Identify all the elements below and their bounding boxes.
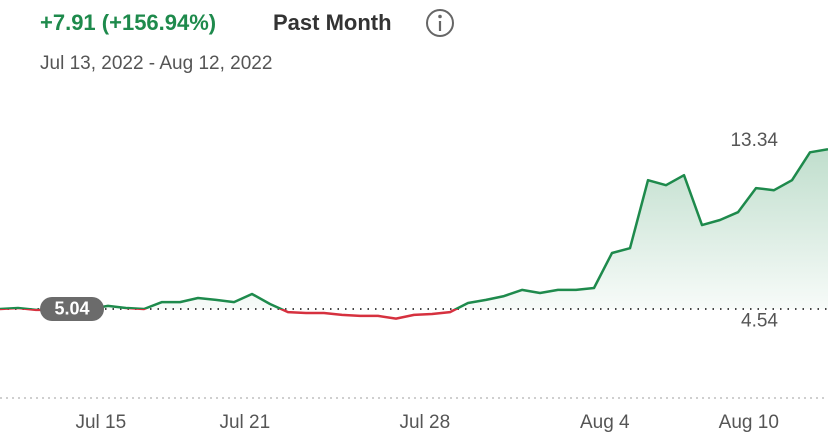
period: Past Month [273,10,392,35]
previous-close-badge [40,296,104,321]
info-icon[interactable] [426,9,454,37]
x-tick-label: Jul 15 [75,412,126,433]
price-line [0,147,828,320]
info-dot[interactable] [438,14,442,19]
previous-close-label: 5.04 [54,299,89,319]
x-tick-label: Jul 21 [219,412,270,433]
x-tick-label: Jul 28 [399,412,450,433]
low-label: 4.54 [741,311,778,332]
price-change: +7.91 (+156.94%) [40,10,216,35]
price-area [0,149,828,309]
high-label: 13.34 [730,130,778,151]
x-tick-label: Aug 10 [719,412,779,433]
info-circle[interactable] [426,9,454,37]
x-tick-label: Aug 4 [580,412,630,433]
date-range: Jul 13, 2022 - Aug 12, 2022 [40,53,272,74]
